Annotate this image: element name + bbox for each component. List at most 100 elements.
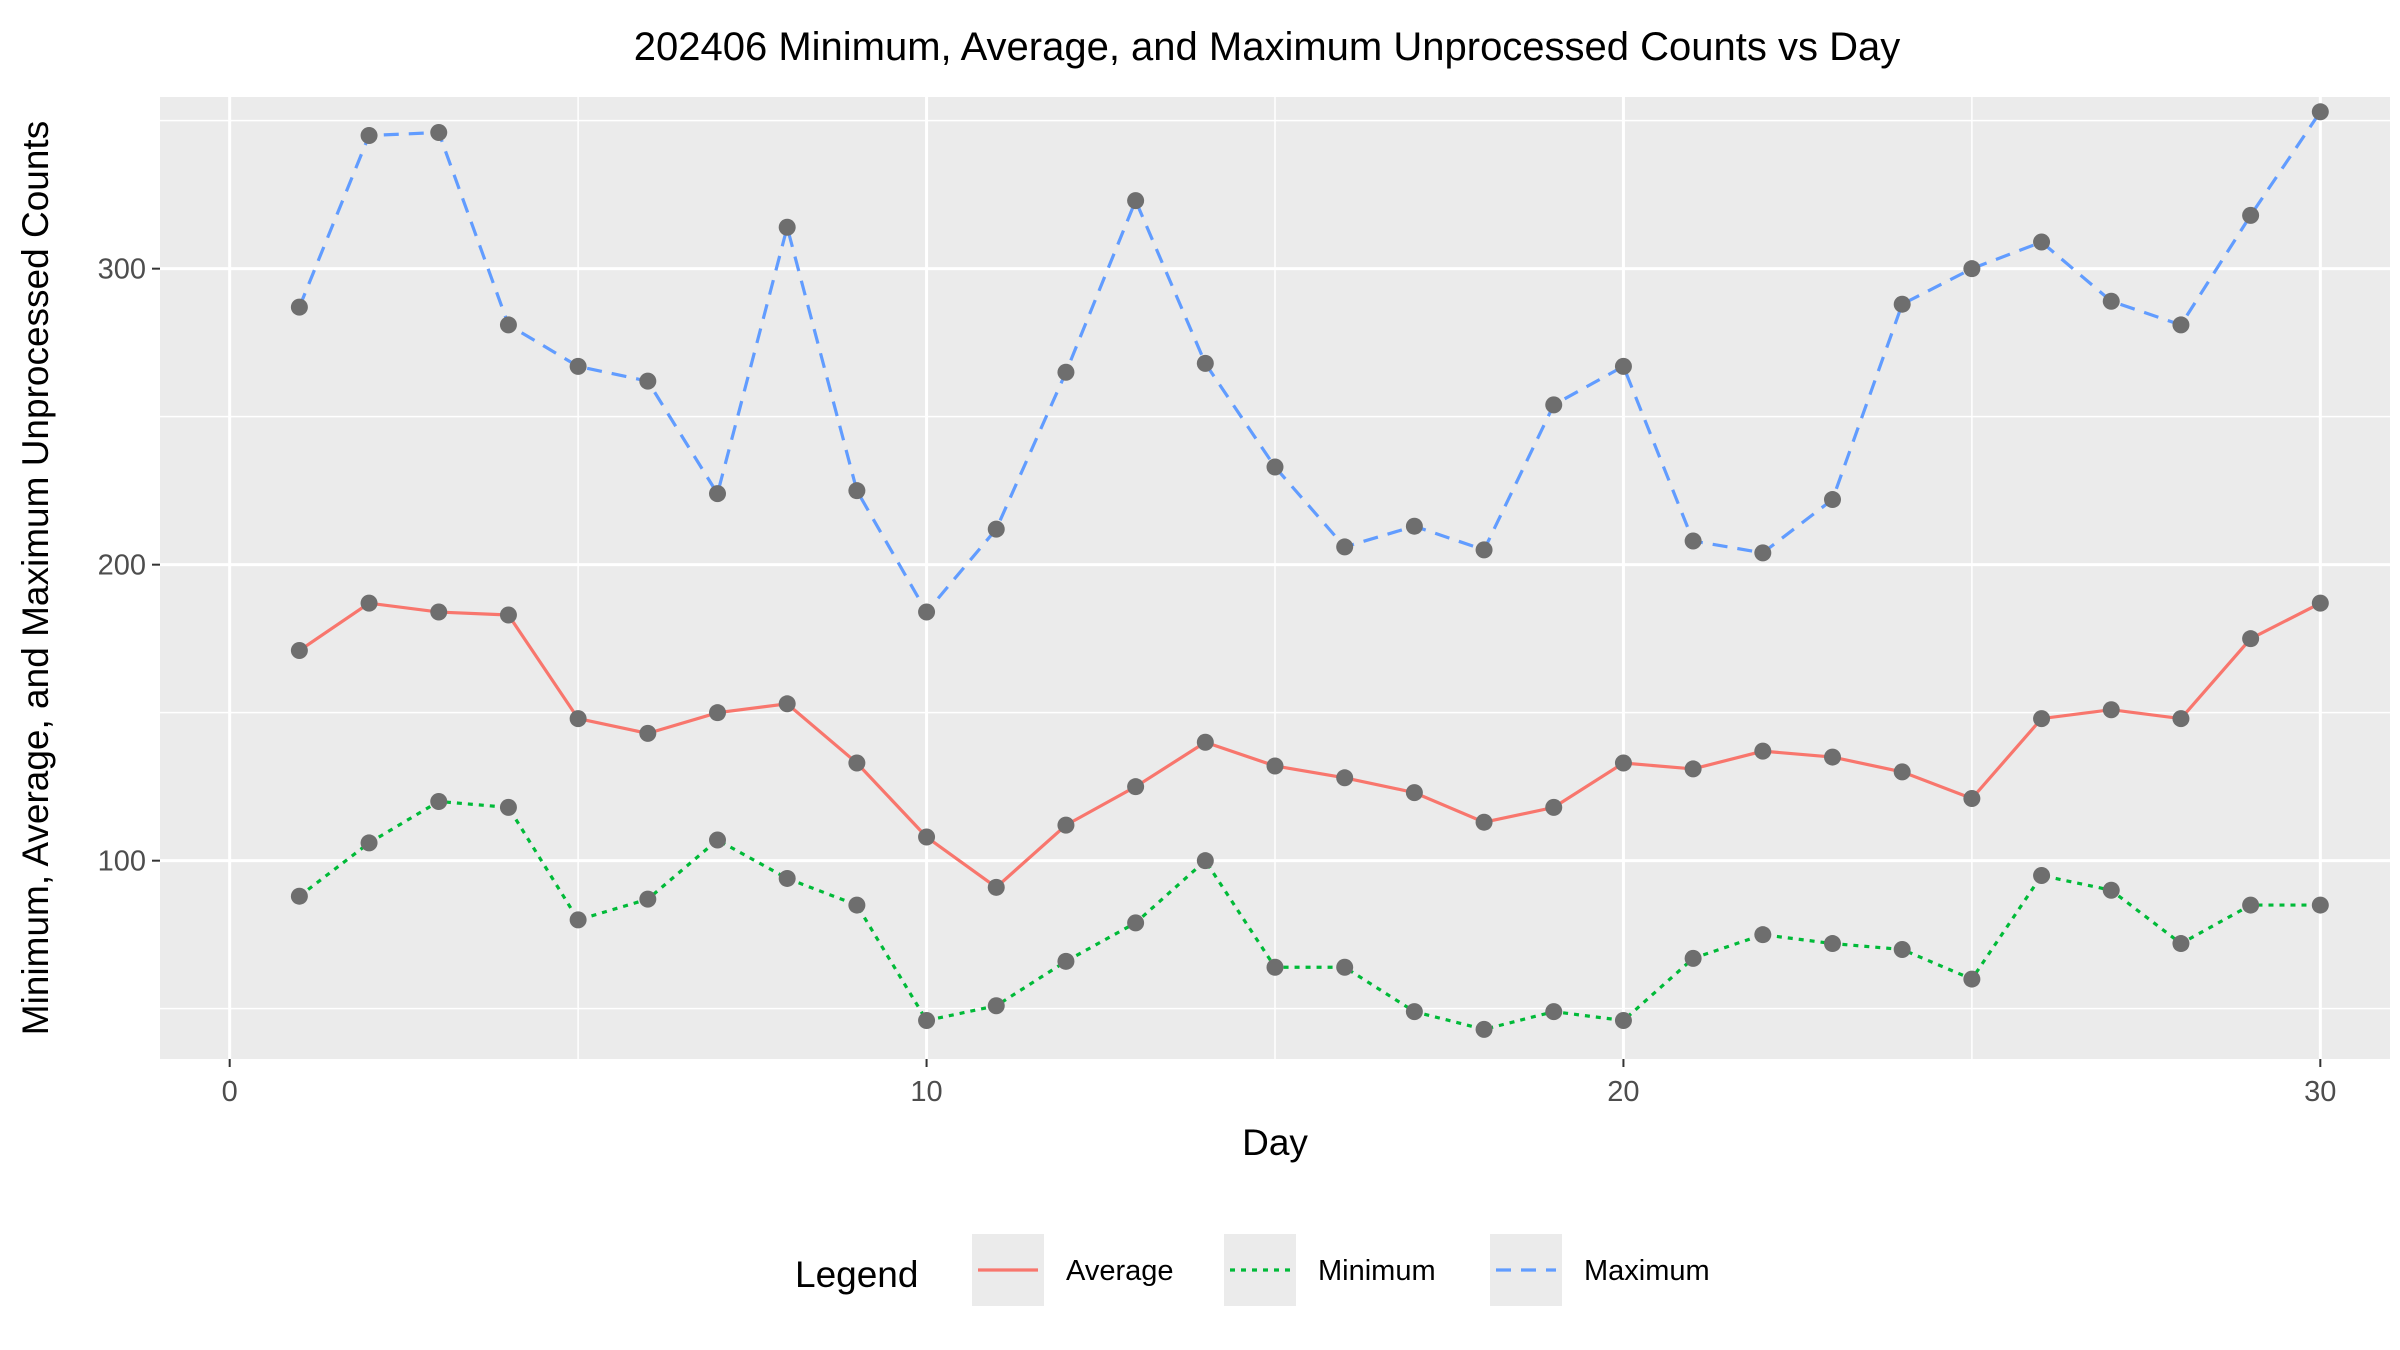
data-point-minimum <box>1475 1020 1493 1038</box>
data-point-maximum <box>778 218 796 236</box>
data-point-average <box>987 878 1005 896</box>
data-point-average <box>430 603 448 621</box>
data-point-minimum <box>1057 952 1075 970</box>
data-point-average <box>778 695 796 713</box>
axes: 0 10 20 30 100 200 300 <box>98 254 2337 1108</box>
data-point-average <box>2242 630 2260 648</box>
data-point-average <box>1127 778 1145 796</box>
data-point-average <box>1475 813 1493 831</box>
legend-title: Legend <box>795 1254 918 1295</box>
data-point-minimum <box>360 834 378 852</box>
legend: Legend Average Minimum Maximum <box>795 1234 1710 1306</box>
chart-title: 202406 Minimum, Average, and Maximum Unp… <box>634 25 1901 69</box>
data-point-maximum <box>1824 491 1841 509</box>
legend-label-maximum: Maximum <box>1584 1255 1710 1287</box>
series-line-minimum <box>298 799 2321 1032</box>
data-point-maximum <box>709 485 726 503</box>
data-point-maximum <box>1475 541 1493 559</box>
data-point-maximum <box>918 603 936 621</box>
data-point-average <box>2172 710 2190 728</box>
data-point-minimum <box>1893 940 1911 958</box>
data-point-maximum <box>987 520 1005 538</box>
legend-label-minimum: Minimum <box>1318 1255 1436 1287</box>
data-point-minimum <box>2172 935 2190 953</box>
data-point-maximum <box>1405 517 1423 535</box>
y-axis-title: Minimum, Average, and Maximum Unprocesse… <box>15 121 56 1035</box>
data-point-minimum <box>2102 881 2120 899</box>
data-point-minimum <box>1336 958 1354 976</box>
data-point-minimum <box>639 890 657 908</box>
data-point-average <box>1893 763 1911 781</box>
data-point-maximum <box>1614 357 1632 375</box>
data-point-minimum <box>1545 1003 1563 1021</box>
data-point-average <box>569 710 587 728</box>
data-point-average <box>1614 754 1632 772</box>
data-point-minimum <box>290 887 308 905</box>
series-line-average <box>298 601 2322 890</box>
data-point-minimum <box>918 1012 936 1030</box>
data-point-maximum <box>1196 354 1214 372</box>
data-point-average <box>290 642 308 660</box>
data-point-maximum <box>2033 233 2051 251</box>
data-point-average <box>848 754 866 772</box>
data-point-minimum <box>2242 896 2260 914</box>
data-point-average <box>1754 742 1772 760</box>
y-tick-label: 200 <box>98 550 146 582</box>
data-point-minimum <box>848 896 866 914</box>
x-tick-label: 30 <box>2304 1076 2336 1108</box>
legend-key-minimum <box>1224 1234 1296 1306</box>
data-point-minimum <box>1266 958 1284 976</box>
data-point-maximum <box>499 316 517 334</box>
data-point-minimum <box>1684 949 1702 967</box>
data-point-maximum <box>2102 292 2120 310</box>
data-point-maximum <box>1127 192 1145 210</box>
data-point-maximum <box>1057 363 1075 381</box>
data-point-average <box>2311 594 2329 612</box>
data-point-maximum <box>1893 295 1911 313</box>
data-point-average <box>1824 748 1841 766</box>
x-axis-title: Day <box>1242 1122 1308 1163</box>
legend-label-average: Average <box>1066 1255 1174 1287</box>
data-point-minimum <box>1963 970 1981 988</box>
data-point-average <box>2033 710 2051 728</box>
data-point-average <box>499 606 517 624</box>
data-point-maximum <box>430 124 448 142</box>
data-point-minimum <box>709 831 726 849</box>
data-point-minimum <box>499 798 517 816</box>
x-tick-label: 10 <box>910 1076 942 1108</box>
data-point-maximum <box>1754 544 1772 562</box>
data-point-maximum <box>569 357 587 375</box>
data-point-minimum <box>2033 866 2051 884</box>
data-point-average <box>1336 769 1354 787</box>
series-lines <box>297 110 2322 1032</box>
data-point-minimum <box>569 911 587 929</box>
data-point-minimum <box>1405 1003 1423 1021</box>
data-point-average <box>1057 816 1075 834</box>
data-point-maximum <box>1336 538 1354 556</box>
data-point-average <box>1405 784 1423 802</box>
data-point-maximum <box>2172 316 2190 334</box>
y-tick-label: 100 <box>98 846 146 878</box>
data-point-average <box>1266 757 1284 775</box>
data-point-maximum <box>639 372 657 390</box>
data-point-maximum <box>848 482 866 500</box>
x-tick-label: 0 <box>222 1076 238 1108</box>
data-point-average <box>709 704 726 722</box>
data-point-minimum <box>1824 935 1841 953</box>
data-point-minimum <box>2311 896 2329 914</box>
y-tick-label: 300 <box>98 254 146 286</box>
data-point-average <box>1963 790 1981 808</box>
data-point-average <box>918 828 936 846</box>
data-point-maximum <box>1545 396 1563 414</box>
series-line-maximum <box>297 110 2322 615</box>
data-point-maximum <box>1266 458 1284 476</box>
data-point-average <box>360 594 378 612</box>
data-point-minimum <box>987 997 1005 1015</box>
data-point-maximum <box>2311 103 2329 121</box>
data-point-average <box>639 724 657 742</box>
data-point-maximum <box>360 126 378 144</box>
data-point-minimum <box>1127 914 1145 932</box>
data-point-minimum <box>1754 926 1772 944</box>
data-point-maximum <box>1963 260 1981 278</box>
